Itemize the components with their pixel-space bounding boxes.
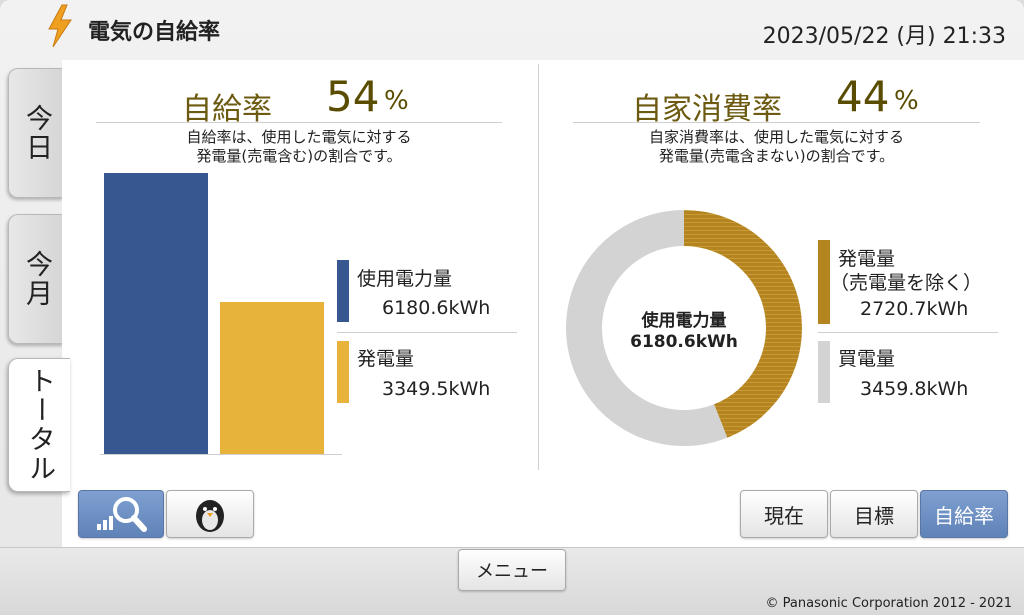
self-sufficiency-description-1: 自給率は、使用した電気に対する	[186, 128, 412, 146]
self-consumption-label: 自家消費率	[632, 92, 782, 127]
self-sufficiency-rate-button[interactable]: 自給率	[920, 490, 1008, 538]
penguin-icon	[196, 500, 224, 532]
bar-chart-baseline	[100, 454, 342, 455]
menu-button[interactable]: メニュー	[458, 549, 566, 591]
generation-legend-label: 発電量	[357, 348, 415, 370]
generation-bar	[220, 302, 324, 455]
header: 電気の自給率 2023/05/22 (月) 21:33	[0, 0, 1024, 62]
datetime: 2023/05/22 (月) 21:33	[762, 24, 1006, 49]
usage-legend-label: 使用電力量	[357, 268, 453, 290]
graph-search-icon	[97, 497, 147, 532]
panel-divider	[538, 64, 539, 470]
purchase-legend-label: 買電量	[838, 348, 896, 370]
self-consumption-unit: %	[894, 86, 919, 116]
generation-excl-sale-slice	[684, 210, 802, 438]
self-sufficiency-label: 自給率	[182, 92, 272, 127]
self-sufficiency-unit: %	[384, 86, 409, 116]
donut-center-value: 6180.6kWh	[630, 332, 738, 352]
copyright: © Panasonic Corporation 2012 - 2021	[765, 596, 1012, 611]
donut-legend-separator	[818, 332, 998, 333]
generation-excl-sale-value: 2720.7kWh	[860, 298, 969, 320]
self-consumption-underline	[573, 122, 980, 123]
self-consumption-value: 44	[836, 72, 890, 121]
generation-legend-value: 3349.5kWh	[382, 378, 491, 400]
lightning-icon	[48, 4, 72, 48]
purchase-legend-value: 3459.8kWh	[860, 378, 969, 400]
purchase-slice	[566, 210, 728, 446]
self-consumption-description-1: 自家消費率は、使用した電気に対する	[648, 128, 904, 146]
tab-total[interactable]: トータル	[8, 358, 70, 492]
usage-legend-swatch	[337, 260, 349, 322]
donut-center-label: 使用電力量	[641, 311, 727, 331]
self-sufficiency-description-2: 発電量(売電含む)の割合です。	[196, 147, 402, 165]
self-consumption-donut-chart	[566, 210, 802, 446]
tab-today[interactable]: 今日	[8, 68, 64, 198]
generation-legend-swatch	[337, 341, 349, 403]
now-button[interactable]: 現在	[740, 490, 828, 538]
self-consumption-description-2: 発電量(売電含まない)の割合です。	[658, 147, 895, 165]
target-button[interactable]: 目標	[830, 490, 918, 538]
usage-bar	[104, 173, 208, 455]
self-sufficiency-underline	[96, 122, 502, 123]
usage-generation-bar-chart	[104, 173, 324, 455]
bar-legend-separator	[337, 332, 517, 333]
usage-legend-value: 6180.6kWh	[382, 297, 491, 319]
generation-excl-sale-legend-swatch	[818, 240, 830, 324]
graph-view-button[interactable]	[78, 490, 164, 538]
generation-excl-sale-label-2: （売電量を除く）	[830, 272, 983, 294]
purchase-legend-swatch	[818, 341, 830, 403]
page-title: 電気の自給率	[88, 20, 221, 45]
tab-month[interactable]: 今月	[8, 214, 64, 344]
self-sufficiency-value: 54	[326, 72, 380, 121]
generation-excl-sale-label-1: 発電量	[838, 248, 896, 270]
character-button[interactable]	[166, 490, 254, 538]
